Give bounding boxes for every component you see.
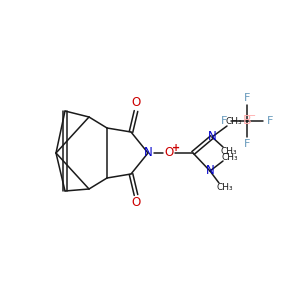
Text: CH₃: CH₃ xyxy=(221,148,237,157)
Text: −: − xyxy=(248,111,256,121)
Text: F: F xyxy=(221,116,227,126)
Text: N: N xyxy=(144,146,152,160)
Text: CH₃: CH₃ xyxy=(226,116,242,125)
Text: +: + xyxy=(172,143,180,153)
Text: F: F xyxy=(244,139,250,149)
Text: B: B xyxy=(243,115,251,128)
Text: O: O xyxy=(131,196,141,209)
Text: F: F xyxy=(267,116,273,126)
Text: F: F xyxy=(244,93,250,103)
Text: N: N xyxy=(206,164,214,178)
Text: CH₃: CH₃ xyxy=(222,152,238,161)
Text: O: O xyxy=(164,146,174,160)
Text: O: O xyxy=(131,97,141,110)
Text: CH₃: CH₃ xyxy=(217,184,233,193)
Text: N: N xyxy=(208,130,216,143)
